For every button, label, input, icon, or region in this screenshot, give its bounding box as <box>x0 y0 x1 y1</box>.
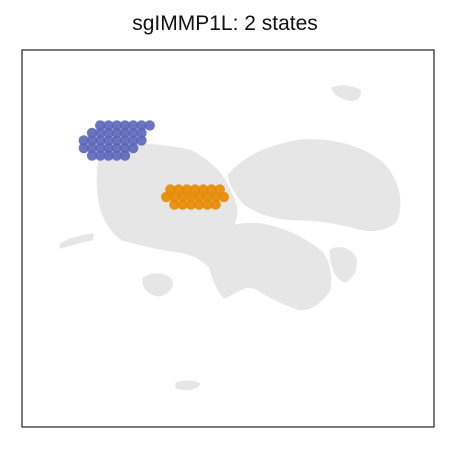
data-point <box>119 150 131 161</box>
data-point <box>103 142 114 154</box>
plot-frame <box>21 49 435 428</box>
data-point <box>169 199 180 210</box>
data-point <box>86 135 98 146</box>
data-point <box>111 135 122 146</box>
data-point <box>144 120 155 131</box>
data-point <box>198 184 209 195</box>
data-point <box>119 127 131 139</box>
data-point <box>103 135 114 146</box>
data-point <box>119 142 131 154</box>
data-point <box>202 199 213 210</box>
data-point <box>95 150 106 161</box>
data-point <box>103 150 114 161</box>
data-point <box>86 150 98 161</box>
data-point <box>189 184 201 195</box>
data-point <box>86 142 98 154</box>
background-cloud <box>59 85 401 391</box>
data-point <box>103 127 114 139</box>
data-point <box>128 142 139 154</box>
data-point <box>119 135 131 146</box>
data-point <box>214 184 225 195</box>
data-point <box>111 142 122 154</box>
series-0 <box>78 120 155 161</box>
data-point <box>111 127 122 139</box>
data-point <box>177 199 188 210</box>
series-group <box>78 120 230 210</box>
data-point <box>173 184 184 195</box>
data-point <box>103 120 114 131</box>
data-point <box>95 127 106 139</box>
data-point <box>136 135 147 146</box>
data-point <box>128 135 139 146</box>
data-point <box>95 142 106 154</box>
data-point <box>111 120 122 131</box>
series-1 <box>161 184 230 210</box>
data-point <box>128 127 139 139</box>
data-point <box>185 199 197 210</box>
data-point <box>95 120 106 131</box>
data-point <box>136 120 147 131</box>
data-point <box>193 199 205 210</box>
data-point <box>181 184 192 195</box>
data-point <box>165 184 176 195</box>
data-point <box>136 127 147 139</box>
data-point <box>119 120 131 131</box>
data-point <box>78 135 90 146</box>
data-point <box>210 199 221 210</box>
data-point <box>111 150 122 161</box>
data-point <box>95 135 106 146</box>
chart-title: sgIMMP1L: 2 states <box>132 12 318 35</box>
data-point <box>86 127 98 139</box>
data-point <box>128 120 139 131</box>
data-point <box>78 142 90 154</box>
data-point <box>206 184 217 195</box>
